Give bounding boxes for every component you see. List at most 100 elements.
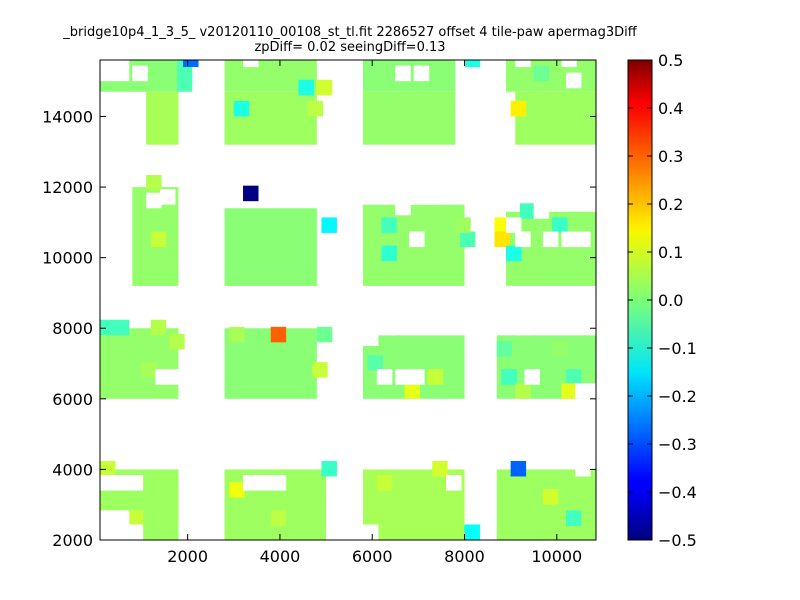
x-tick-label: 6000 (352, 547, 393, 566)
heatmap-cell (552, 340, 568, 357)
heatmap-cell (404, 383, 420, 399)
heatmap-cell (533, 65, 550, 82)
heatmap-block-13 (100, 328, 179, 399)
heatmap-empty-cell (100, 524, 116, 540)
heatmap-empty-cell (524, 369, 540, 385)
heatmap-cell (381, 245, 397, 262)
colorbar-tick-label: 0.1 (658, 243, 683, 262)
heatmap-empty-cell (506, 217, 522, 233)
heatmap-empty-cell (515, 231, 531, 248)
heatmap-empty-cell (413, 65, 430, 82)
heatmap-cell (464, 524, 480, 540)
y-tick-label: 6000 (52, 390, 93, 409)
axes: 2000 4000 6000 8000 10000 2000 4000 6000 8000 100… (42, 60, 596, 566)
heatmap-cell (496, 340, 513, 357)
heatmap-cell (229, 326, 245, 343)
heatmap-block-7 (362, 91, 456, 145)
heatmap-cell (381, 217, 397, 233)
heatmap-cell (506, 245, 522, 262)
chart-subtitle: zpDiff= 0.02 seeingDiff=0.13 (254, 40, 446, 55)
heatmap-empty-cell (542, 231, 559, 248)
heatmap-cells (100, 60, 596, 540)
heatmap-empty-cell (113, 524, 130, 540)
heatmap-cell (100, 319, 116, 336)
heatmap-cell (146, 175, 162, 191)
heatmap-cell (307, 100, 324, 117)
colorbar-tick-label: −0.5 (658, 531, 697, 550)
heatmap-cell (243, 185, 259, 202)
heatmap-empty-cell (113, 60, 130, 68)
x-tick-label: 10000 (531, 547, 582, 566)
heatmap-cell (566, 510, 582, 526)
heatmap-empty-cell (100, 65, 116, 82)
y-tick-label: 10000 (42, 249, 93, 268)
heatmap-cell (316, 79, 333, 96)
heatmap-empty-cell (395, 65, 411, 82)
heatmap-empty-cell (159, 189, 176, 205)
heatmap-cell (542, 489, 559, 505)
heatmap-cell (150, 231, 167, 248)
heatmap-cell (150, 319, 167, 336)
heatmap-cell (501, 369, 517, 385)
heatmap-block-1 (177, 60, 193, 92)
heatmap-block-5 (146, 91, 179, 145)
heatmap-block-10 (224, 208, 317, 286)
y-tick-label: 2000 (52, 531, 93, 550)
heatmap-cell (455, 217, 471, 233)
heatmap-cell (233, 100, 250, 117)
colorbar-tick-label: −0.3 (658, 435, 697, 454)
heatmap-empty-cell (575, 231, 591, 248)
heatmap-cell (566, 369, 582, 385)
heatmap-cell (183, 60, 199, 68)
y-tick-label: 14000 (42, 107, 93, 126)
heatmap-cell (376, 475, 393, 491)
heatmap-empty-cell (100, 60, 116, 68)
heatmap-cell (510, 100, 527, 117)
heatmap-empty-cell (446, 475, 462, 491)
heatmap-cell (464, 60, 480, 68)
heatmap-cell (229, 482, 245, 498)
heatmap-empty-cell (409, 369, 425, 385)
heatmap-empty-cell (515, 60, 531, 68)
heatmap-empty-cell (589, 383, 596, 399)
heatmap-cell (127, 510, 144, 526)
colorbar-tick-label: 0.4 (658, 99, 683, 118)
x-tick-label: 8000 (444, 547, 485, 566)
heatmap-cell (270, 326, 287, 343)
heatmap-cell (510, 460, 527, 477)
heatmap-cell (321, 460, 337, 477)
heatmap-empty-cell (256, 475, 273, 491)
heatmap-empty-cell (127, 475, 144, 491)
heatmap-empty-cell (270, 475, 287, 491)
heatmap-empty-cell (422, 189, 439, 205)
heatmap-block-6 (224, 91, 317, 145)
colorbar-tick-label: 0.5 (658, 51, 683, 70)
colorbar-tick-label: 0.3 (658, 147, 683, 166)
colorbar-tick-label: −0.2 (658, 387, 697, 406)
heatmap-cell (427, 369, 444, 385)
plot-area-frame (99, 59, 597, 541)
heatmap-empty-cell (376, 369, 393, 385)
heatmap-cell (316, 326, 333, 343)
heatmap-cell (459, 231, 476, 248)
y-tick-label: 8000 (52, 319, 93, 338)
heatmap-cell (432, 460, 448, 477)
colorbar-tick-label: 0.0 (658, 291, 683, 310)
x-tick-label: 4000 (260, 547, 301, 566)
heatmap-empty-cell (561, 231, 577, 248)
heatmap-cell (312, 362, 328, 378)
heatmap-cell (561, 383, 577, 399)
colorbar-tick-label: 0.2 (658, 195, 683, 214)
heatmap-empty-cell (132, 65, 148, 82)
heatmap-cell (100, 460, 116, 477)
heatmap-empty-cell (243, 60, 259, 68)
heatmap-empty-cell (515, 319, 531, 336)
heatmap-empty-cell (362, 319, 379, 336)
heatmap-cell (113, 319, 130, 336)
heatmap-empty-cell (113, 510, 130, 526)
y-tick-label: 12000 (42, 178, 93, 197)
heatmap-cell (298, 79, 314, 96)
colorbar-ticks: 0.5 0.4 0.3 0.2 0.1 0.0 −0.1 −0.2 −0.3 −0.4 −0.5 (628, 51, 697, 550)
heatmap-empty-cell (575, 460, 591, 477)
